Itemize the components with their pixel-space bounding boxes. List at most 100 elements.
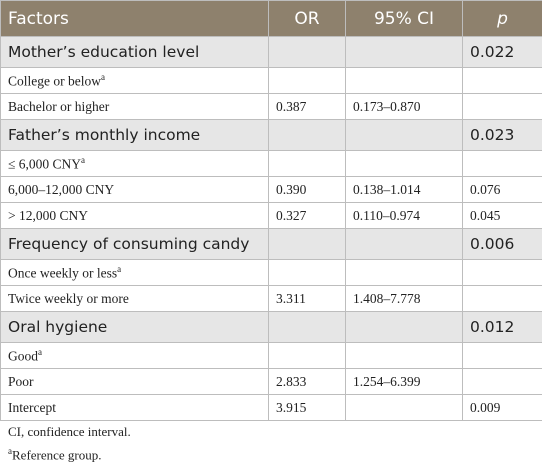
cell (463, 151, 542, 177)
factor-cell: 6,000–12,000 CNY (1, 177, 269, 203)
cell-text: 0.327 (276, 208, 306, 223)
cell (346, 395, 463, 421)
cell (269, 120, 346, 151)
group-p: 0.023 (463, 120, 542, 151)
cell-text: 0.045 (470, 208, 500, 223)
item-row: Gooda (1, 343, 542, 369)
item-row: ≤ 6,000 CNYa (1, 151, 542, 177)
cell-text: 0.138–1.014 (353, 182, 421, 197)
header-row: Factors OR 95% CI p (1, 1, 542, 37)
factor-cell: Intercept (1, 395, 269, 421)
item-row: Poor 2.833 1.254–6.399 (1, 369, 542, 395)
group-p: 0.006 (463, 229, 542, 260)
note-mark: a (38, 347, 42, 357)
factor-cell: Twice weekly or more (1, 286, 269, 312)
cell: 0.009 (463, 395, 542, 421)
item-row: Intercept 3.915 0.009 (1, 395, 542, 421)
footnote-text: Reference group. (12, 447, 102, 462)
cell (463, 286, 542, 312)
cell (346, 120, 463, 151)
cell-text: 0.173–0.870 (353, 99, 421, 114)
group-p: 0.012 (463, 312, 542, 343)
factor-cell: > 12,000 CNY (1, 203, 269, 229)
group-p: 0.022 (463, 37, 542, 68)
note-mark: a (81, 155, 85, 165)
cell (463, 343, 542, 369)
item-row: > 12,000 CNY 0.327 0.110–0.974 0.045 (1, 203, 542, 229)
cell (346, 312, 463, 343)
cell: 0.173–0.870 (346, 94, 463, 120)
cell-text: 1.408–7.778 (353, 291, 421, 306)
group-row: Frequency of consuming candy 0.006 (1, 229, 542, 260)
footnote: CI, confidence interval. (8, 424, 131, 440)
factor-text: Poor (8, 374, 34, 389)
cell (346, 37, 463, 68)
cell (269, 37, 346, 68)
cell-text: 0.009 (470, 400, 500, 415)
cell (463, 68, 542, 94)
item-row: Twice weekly or more 3.311 1.408–7.778 (1, 286, 542, 312)
header-cell: Factors (1, 1, 269, 37)
cell-text: 0.110–0.974 (353, 208, 420, 223)
factor-text: Bachelor or higher (8, 99, 109, 114)
cell (463, 94, 542, 120)
cell (346, 260, 463, 286)
cell: 0.138–1.014 (346, 177, 463, 203)
cell-text: 0.076 (470, 182, 500, 197)
cell: 3.311 (269, 286, 346, 312)
cell: 0.076 (463, 177, 542, 203)
cell-text: 3.915 (276, 400, 306, 415)
factor-text: ≤ 6,000 CNY (8, 156, 81, 171)
cell (463, 260, 542, 286)
factor-cell: Once weekly or lessa (1, 260, 269, 286)
factor-cell: ≤ 6,000 CNYa (1, 151, 269, 177)
footnote-text: CI, confidence interval. (8, 424, 131, 439)
note-mark: a (101, 72, 105, 82)
header-cell: p (463, 1, 542, 37)
factor-cell: Poor (1, 369, 269, 395)
cell: 1.254–6.399 (346, 369, 463, 395)
cell: 0.045 (463, 203, 542, 229)
cell: 0.387 (269, 94, 346, 120)
cell: 3.915 (269, 395, 346, 421)
cell (269, 151, 346, 177)
item-row: Bachelor or higher 0.387 0.173–0.870 (1, 94, 542, 120)
cell: 1.408–7.778 (346, 286, 463, 312)
item-row: Once weekly or lessa (1, 260, 542, 286)
cell-text: 1.254–6.399 (353, 374, 421, 389)
group-title: Oral hygiene (1, 312, 269, 343)
factor-cell: Gooda (1, 343, 269, 369)
factor-text: College or below (8, 73, 101, 88)
cell (269, 229, 346, 260)
cell (346, 229, 463, 260)
factor-cell: College or belowa (1, 68, 269, 94)
note-mark: a (117, 264, 121, 274)
group-row: Father’s monthly income 0.023 (1, 120, 542, 151)
group-title: Frequency of consuming candy (1, 229, 269, 260)
results-table: Factors OR 95% CI p Mother’s education l… (0, 0, 542, 421)
factor-text: 6,000–12,000 CNY (8, 182, 114, 197)
factor-text: Intercept (8, 400, 56, 415)
cell-text: 0.387 (276, 99, 306, 114)
cell: 0.110–0.974 (346, 203, 463, 229)
footnote: aReference group. (8, 446, 102, 463)
cell (269, 343, 346, 369)
cell (269, 312, 346, 343)
cell-text: 2.833 (276, 374, 306, 389)
factor-text: > 12,000 CNY (8, 208, 88, 223)
header-cell: 95% CI (346, 1, 463, 37)
cell: 0.327 (269, 203, 346, 229)
factor-text: Twice weekly or more (8, 291, 129, 306)
cell (269, 260, 346, 286)
cell (346, 151, 463, 177)
group-title: Father’s monthly income (1, 120, 269, 151)
cell (346, 68, 463, 94)
cell-text: 3.311 (276, 291, 306, 306)
cell-text: 0.390 (276, 182, 306, 197)
cell: 0.390 (269, 177, 346, 203)
item-row: 6,000–12,000 CNY 0.390 0.138–1.014 0.076 (1, 177, 542, 203)
factor-cell: Bachelor or higher (1, 94, 269, 120)
